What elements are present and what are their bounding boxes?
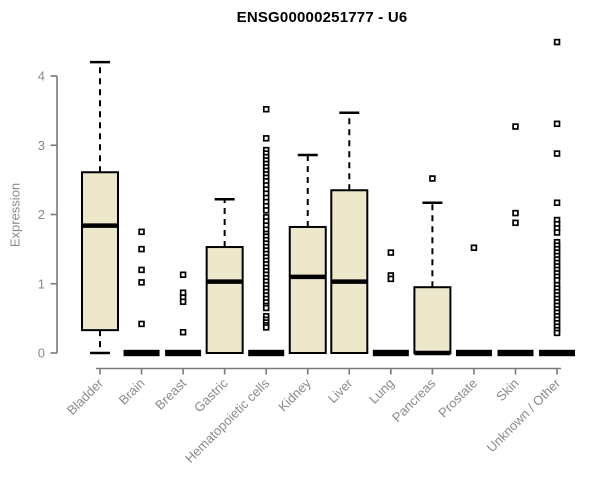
outlier-point [179,271,187,278]
y-tick-label: 0 [38,346,45,361]
y-tick-label: 4 [38,69,45,84]
outlier-point [138,266,145,274]
outlier-point [262,207,270,214]
outlier-point [512,123,519,130]
outlier-point [138,228,145,236]
iqr-box [288,225,327,354]
outlier-point [553,199,561,206]
box-group-pancreas [413,175,452,356]
x-tick-label: Brain [116,376,148,408]
iqr-box [413,286,452,354]
collapsed-box-bar [539,349,576,357]
box-group-prostate [455,244,492,357]
outlier-point [262,105,270,113]
box-group-unknown-other [539,38,576,357]
outlier-point [553,150,561,157]
collapsed-box-bar [497,349,534,357]
outlier-point [138,279,145,286]
x-tick-label: Skin [493,376,521,404]
box-group-lung [372,249,409,357]
box-group-skin [497,123,534,357]
outlier-point [179,298,187,306]
outlier-point [553,38,561,46]
y-axis-label: Expression [7,182,23,248]
outlier-point [429,175,436,182]
box-group-gastric [205,198,244,354]
outlier-point [138,245,145,253]
collapsed-box-bar [372,349,409,357]
box-group-bladder [81,60,119,355]
outlier-point [553,120,561,128]
outlier-point [262,135,270,142]
box-group-hematopoietic-cells [248,105,285,357]
y-tick-label: 3 [38,138,45,153]
x-tick-label: Prostate [435,376,480,421]
outlier-point [387,249,395,256]
outlier-point [138,320,145,328]
x-tick-label: Kidney [275,375,314,414]
box-group-liver [330,111,369,354]
collapsed-box-bar [123,349,160,357]
y-tick-label: 1 [38,276,45,291]
box-group-kidney [288,153,327,354]
outlier-point [262,304,270,312]
x-tick-label: Lung [366,376,397,407]
outlier-point [553,229,561,236]
y-tick-label: 2 [38,207,45,222]
outlier-point [262,324,270,331]
outlier-point [470,244,478,251]
x-tick-label: Breast [152,375,189,412]
box-group-brain [123,228,160,357]
x-tick-label: Liver [325,375,356,406]
iqr-box [81,171,119,332]
iqr-box [330,189,369,354]
collapsed-box-bar [248,349,285,357]
outlier-point [512,209,519,217]
iqr-box [205,246,244,354]
chart-title: ENSG00000251777 - U6 [236,9,408,26]
box-group-breast [165,271,202,357]
outlier-point [179,328,187,336]
x-tick-label: Gastric [191,375,231,415]
outlier-point [387,275,395,283]
collapsed-box-bar [165,349,202,357]
x-tick-label: Bladder [64,375,107,418]
collapsed-box-bar [455,349,492,357]
outlier-point [512,219,519,227]
x-tick-label: Pancreas [389,375,439,425]
outlier-point [553,329,561,337]
x-tick-label: Unknown / Other [484,375,564,455]
